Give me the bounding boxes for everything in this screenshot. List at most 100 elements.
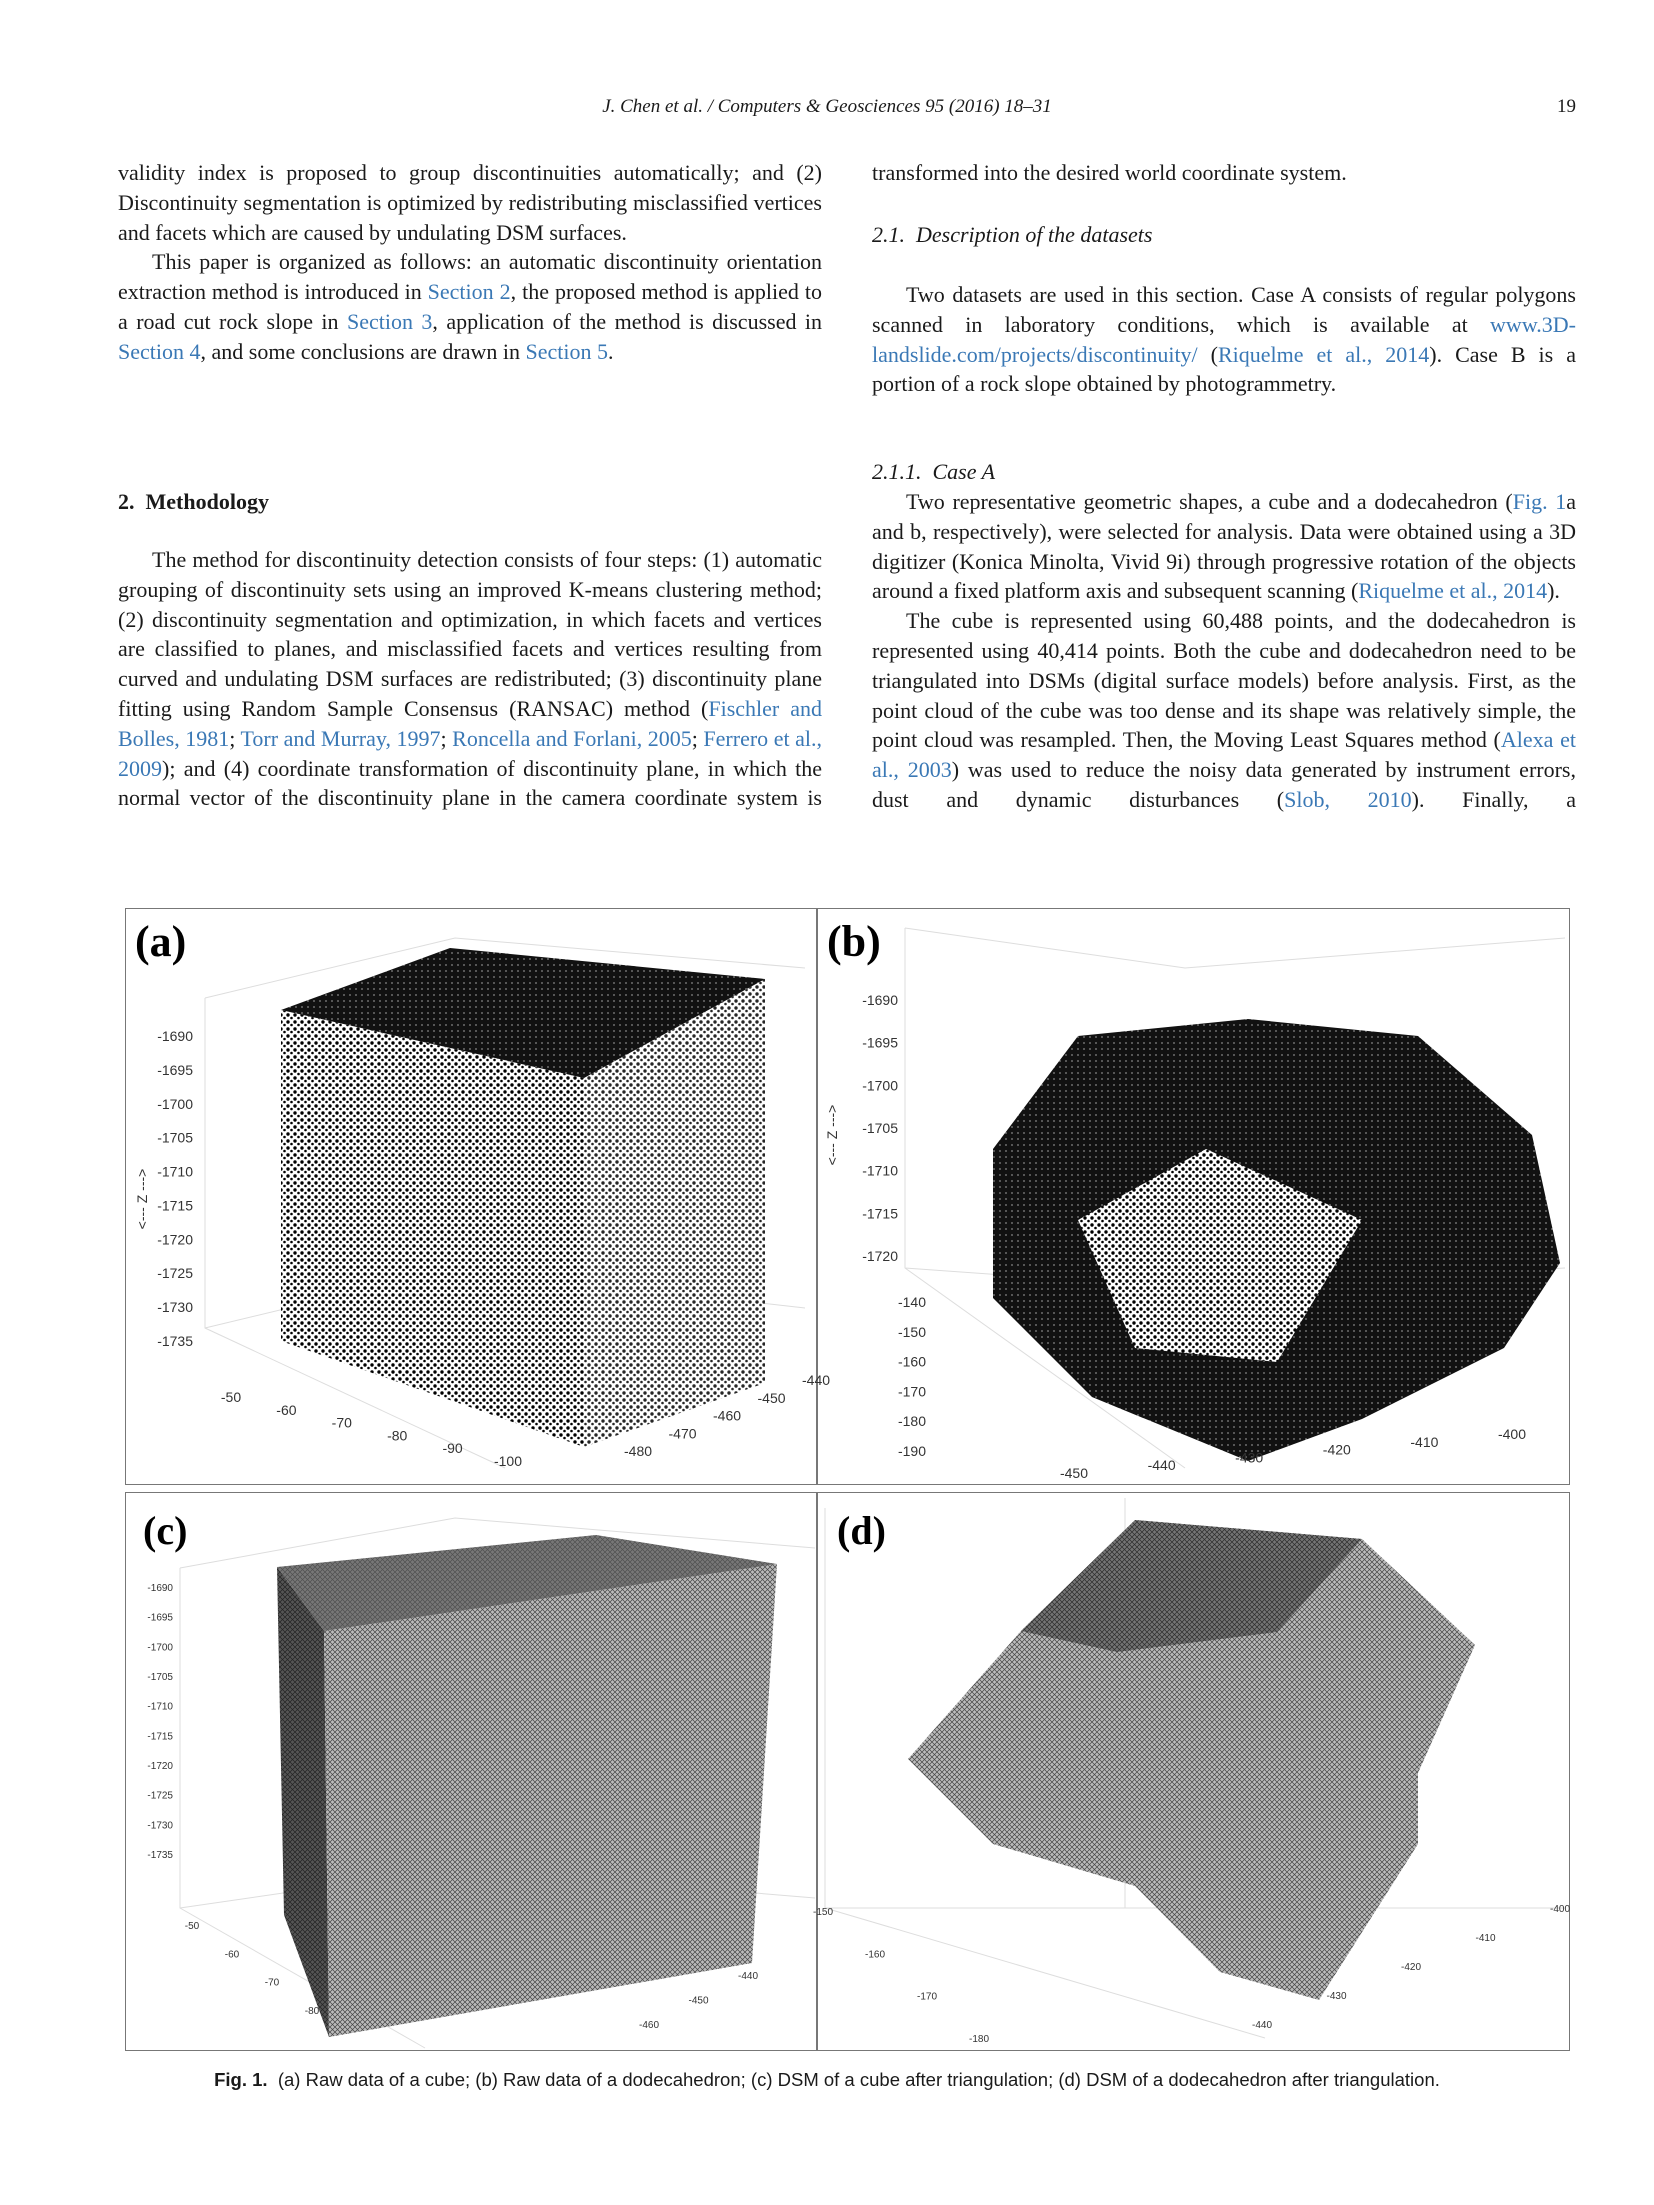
tick-label: -60 [276,1402,296,1418]
link[interactable]: Section 3 [346,308,433,334]
tick-label: -100 [494,1453,522,1469]
panel-label: (c) [143,1508,187,1553]
heading-title: Methodology [145,489,269,514]
panel-label: (a) [135,917,186,966]
panel-label: (b) [827,917,881,966]
tick-label: -450 [689,1996,709,2007]
shape [908,1520,1475,2000]
tick-label: -50 [185,1921,200,1932]
tick-label: -480 [624,1443,652,1459]
tick-label: -1700 [147,1642,173,1653]
tick-label: -440 [1252,2020,1272,2031]
shape-face [1078,1149,1362,1362]
tick-label: -1725 [157,1265,193,1281]
text: . [608,338,614,364]
tick-label: -410 [1410,1434,1438,1450]
paragraph: Two datasets are used in this section. C… [872,280,1576,399]
link[interactable]: Alexa et al., 2003 [872,727,1576,783]
link[interactable]: Torr and Murray, 1997 [240,725,441,751]
tick-label: -140 [898,1294,926,1310]
link[interactable]: Riquelme et al., 2014 [1358,578,1548,604]
axis-label: <--- Z ---> [134,1169,150,1230]
link[interactable]: www.3D-landslide.com/projects/discontinu… [872,311,1576,367]
tick-label: -160 [898,1354,926,1370]
panel-label: (d) [837,1508,886,1553]
cube-face [281,1010,584,1447]
paragraph: The cube is represented using 60,488 poi… [872,606,1576,815]
tick-label: -1735 [147,1850,173,1861]
tick-label: -1705 [862,1120,898,1136]
text: This paper is organized as follows: an a… [118,249,822,305]
heading-number: 2. [118,489,135,514]
link[interactable]: Section 2 [427,279,511,305]
figure: (a) <--- Z ---> -1690 -1695 -1700 -1705 -1710 -… [125,908,1570,2051]
tick-label: -1710 [862,1163,898,1179]
text: ); and (4) coordinate transformation of … [118,755,822,811]
link[interactable]: Ferrero et al., 2009 [118,725,822,781]
text: ). Finally, a [1411,786,1576,812]
tick-label: -1730 [147,1820,173,1831]
link[interactable]: Fig. 1 [1512,489,1567,514]
link[interactable]: Fischler and Bolles, 1981 [118,695,822,751]
link[interactable]: Riquelme et al., 2014 [1218,341,1430,367]
link[interactable]: Section 5 [525,338,609,364]
text: ( [1197,341,1218,367]
tick-label: -1695 [862,1035,898,1051]
text: ). Case B is a portion of a rock slope o… [872,341,1576,397]
panel-c [125,1492,817,2051]
tick-label: -180 [898,1413,926,1429]
text: transformed into the desired world coord… [872,160,1347,185]
tick-label: -1690 [862,992,898,1008]
tick-label: -1700 [862,1077,898,1093]
paragraph: transformed into the desired world coord… [872,158,1576,188]
figure-caption: Fig. 1. (a) Raw data of a cube; (b) Raw … [0,2069,1654,2091]
tick-label: -1725 [147,1791,173,1802]
panel-b [817,908,1570,1485]
cube-mesh [277,1535,777,2037]
text: validity index is proposed to group disc… [118,160,822,245]
tick-label: -440 [802,1372,830,1388]
tick-label: -1705 [157,1130,193,1146]
cube-face [324,1564,777,2037]
tick-label: -440 [1148,1457,1176,1473]
tick-label: -80 [387,1427,407,1443]
tick-label: -80 [305,2006,320,2017]
text: ; [691,725,704,751]
section-heading: 2. Methodology [118,487,269,517]
tick-label: -460 [713,1408,741,1424]
right-case-a: Two representative geometric shapes, a c… [872,487,1576,815]
tick-label: -1720 [157,1231,193,1247]
right-datasets: Two datasets are used in this section. C… [872,280,1576,399]
tick-label: -400 [1498,1426,1526,1442]
tick-label: -450 [758,1390,786,1406]
link[interactable]: Slob, 2010 [1284,786,1412,812]
tick-label: -410 [1475,1933,1495,1944]
text: The cube is represented using 60,488 poi… [872,608,1576,753]
tick-label: -1715 [147,1731,173,1742]
text: The method for discontinuity detection c… [118,547,822,721]
heading-title: Description of the datasets [916,222,1153,247]
left-intro: validity index is proposed to group disc… [118,158,822,367]
tick-label: -1705 [147,1672,173,1683]
text: , application of the method is discussed… [432,308,823,334]
tick-label: -1695 [157,1062,193,1078]
tick-label: -1695 [147,1613,173,1624]
text: , the proposed method is applied to a ro… [118,279,822,334]
link[interactable]: Section 4 [118,338,201,364]
tick-label: -160 [865,1949,885,1960]
cube-face [281,948,765,1078]
tick-label: -170 [917,1992,937,2003]
paragraph: The method for discontinuity detection c… [118,545,822,813]
link[interactable]: Roncella and Forlani, 2005 [452,725,692,751]
dodecahedron [993,1019,1560,1461]
tick-label: -1715 [157,1197,193,1213]
tick-label: -400 [1550,1904,1570,1915]
cube-face [277,1567,329,2037]
tick-label: -1720 [862,1248,898,1264]
tick-label: -70 [265,1978,280,1989]
paragraph: validity index is proposed to group disc… [118,158,822,247]
tick-label: -150 [898,1324,926,1340]
tick-label: -190 [898,1443,926,1459]
